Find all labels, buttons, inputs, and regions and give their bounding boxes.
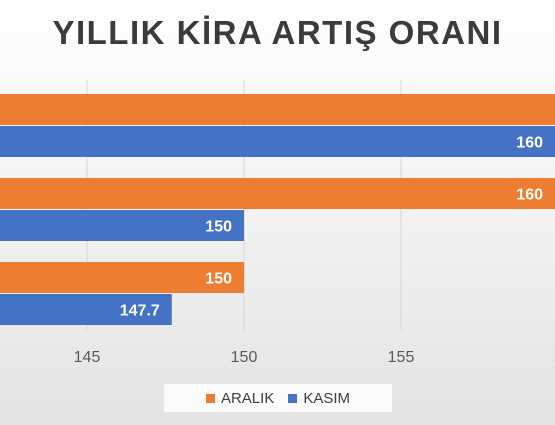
- legend-item-aralik: ARALIK: [205, 389, 275, 407]
- x-tick-label: 150: [231, 349, 258, 366]
- bar: [0, 126, 555, 157]
- bar: [0, 178, 555, 209]
- data-label: 150: [205, 271, 232, 288]
- legend-label-aralik: ARALIK: [220, 389, 275, 407]
- x-tick-label: 155: [388, 349, 415, 366]
- bar: [0, 210, 244, 241]
- x-tick-label: 1: [554, 349, 555, 366]
- x-tick-label: 145: [74, 349, 101, 366]
- bar: [0, 94, 555, 125]
- legend-item-kasim: KASIM: [288, 390, 350, 407]
- chart-title: YILLIK KİRA ARTIŞ ORANI: [52, 14, 503, 51]
- data-label: 147.7: [120, 303, 160, 320]
- data-label: 160: [516, 187, 543, 204]
- legend-swatch-kasim: [288, 393, 298, 403]
- data-label: 150: [205, 219, 232, 236]
- bar: [0, 262, 244, 293]
- data-label: 160: [516, 135, 543, 152]
- bar: [0, 294, 172, 325]
- legend-swatch-aralik: [205, 393, 215, 403]
- chart-legend: ARALIK KASIM: [163, 383, 393, 413]
- legend-label-kasim: KASIM: [303, 389, 351, 407]
